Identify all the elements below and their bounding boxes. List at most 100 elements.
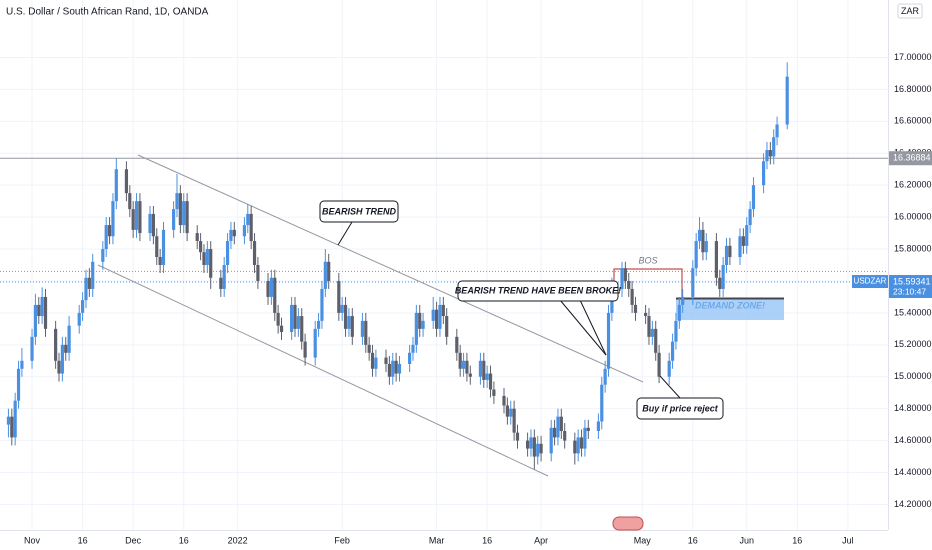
- candle-body: [586, 427, 590, 432]
- x-tick-label: 16: [688, 535, 698, 545]
- candle-body: [293, 304, 297, 329]
- candle-body: [414, 312, 418, 345]
- axes: 14.20000 14.40000 14.60000 14.80000 15.00000…: [24, 52, 932, 545]
- y-tick-label: 14.60000: [894, 435, 932, 445]
- candle-body: [229, 229, 233, 242]
- candle-body: [674, 320, 678, 342]
- candle-body: [300, 316, 304, 342]
- candle-body: [714, 241, 719, 278]
- candle-body: [43, 296, 48, 329]
- candle-body: [539, 443, 543, 454]
- candle-body: [492, 389, 496, 396]
- y-tick-label: 16.60000: [894, 116, 932, 126]
- candle-body: [10, 416, 14, 438]
- candle-body: [54, 328, 58, 361]
- reference-price-label: 16.36884: [893, 153, 931, 163]
- candle-body: [738, 236, 742, 258]
- candle-body: [155, 236, 159, 258]
- candle-body: [765, 150, 769, 162]
- candle-body: [205, 249, 209, 265]
- callout-text: BEARISH TREND HAVE BEEN BROKE!: [455, 285, 621, 295]
- y-tick-label: 17.00000: [894, 52, 932, 62]
- candle-body: [724, 245, 729, 265]
- x-tick-label: 16: [482, 535, 492, 545]
- candle-body: [67, 325, 71, 353]
- candle-body: [131, 209, 135, 230]
- candle-body: [84, 277, 88, 301]
- candle-body: [16, 368, 21, 401]
- symbol-label: USDZAR: [854, 277, 887, 286]
- candle-body: [225, 241, 230, 265]
- callout-text: Buy if price reject: [642, 403, 719, 413]
- candle-body: [246, 213, 250, 226]
- candle-body: [6, 416, 11, 425]
- candle-body: [515, 432, 520, 441]
- candle-body: [313, 328, 317, 358]
- candle-body: [303, 341, 307, 358]
- candle-body: [13, 400, 17, 438]
- candle-body: [182, 201, 186, 226]
- candle-body: [269, 277, 273, 297]
- candle-body: [559, 416, 563, 432]
- candle-body: [627, 280, 631, 289]
- candle-body: [232, 229, 236, 237]
- candle-body: [573, 440, 577, 454]
- candle-body: [327, 261, 331, 281]
- countdown-label: 23:10:47: [893, 286, 926, 296]
- candle-body: [596, 421, 601, 432]
- candle-body: [438, 304, 442, 329]
- last-price-box: [889, 275, 932, 299]
- candle-body: [633, 304, 638, 313]
- candle-body: [347, 316, 351, 329]
- candle-body: [461, 360, 466, 369]
- candle-body: [623, 268, 627, 281]
- candle-body: [266, 280, 270, 297]
- x-tick-label: Nov: [24, 535, 41, 545]
- candle-body: [721, 265, 725, 289]
- candle-body: [465, 360, 469, 374]
- candle-body: [761, 161, 766, 186]
- y-tick-label: 16.00000: [894, 211, 932, 221]
- candle-body: [64, 344, 68, 353]
- candle-body: [526, 440, 530, 449]
- candle-body: [148, 213, 152, 234]
- candle-body: [583, 427, 587, 449]
- candle-body: [603, 368, 607, 385]
- candle-body: [536, 443, 540, 457]
- candle-body: [768, 150, 772, 157]
- candle-body: [124, 169, 129, 194]
- candle-body: [394, 360, 398, 374]
- y-tick-label: 15.40000: [894, 307, 932, 317]
- channel-lower: [97, 264, 549, 477]
- candle-body: [37, 304, 41, 317]
- callout-pointer: [337, 221, 353, 246]
- candle-body: [478, 360, 483, 377]
- grid: [0, 0, 888, 530]
- candle-body: [101, 249, 105, 262]
- candle-body: [209, 249, 213, 278]
- y-tick-label: 14.20000: [894, 499, 932, 509]
- logo: [612, 516, 644, 531]
- candle-body: [391, 360, 395, 377]
- y-tick-label: 15.00000: [894, 371, 932, 381]
- candle-body: [337, 280, 341, 313]
- candle-body: [772, 137, 776, 157]
- candle-body: [172, 209, 176, 230]
- candle-body: [556, 416, 560, 438]
- candle-body: [468, 373, 472, 377]
- candle-body: [316, 320, 321, 329]
- candle-body: [114, 169, 118, 202]
- candle-body: [654, 328, 658, 353]
- candle-body: [704, 241, 708, 253]
- candle-body: [418, 312, 422, 329]
- candle-body: [532, 437, 536, 457]
- candle-body: [87, 277, 91, 289]
- candle-body: [107, 225, 112, 237]
- candle-body: [273, 277, 277, 313]
- candle-body: [701, 229, 705, 253]
- channel-upper: [137, 154, 644, 383]
- candle-body: [745, 225, 749, 246]
- candles: [6, 62, 789, 470]
- y-tick-label: 16.80000: [894, 84, 932, 94]
- candle-body: [785, 76, 789, 125]
